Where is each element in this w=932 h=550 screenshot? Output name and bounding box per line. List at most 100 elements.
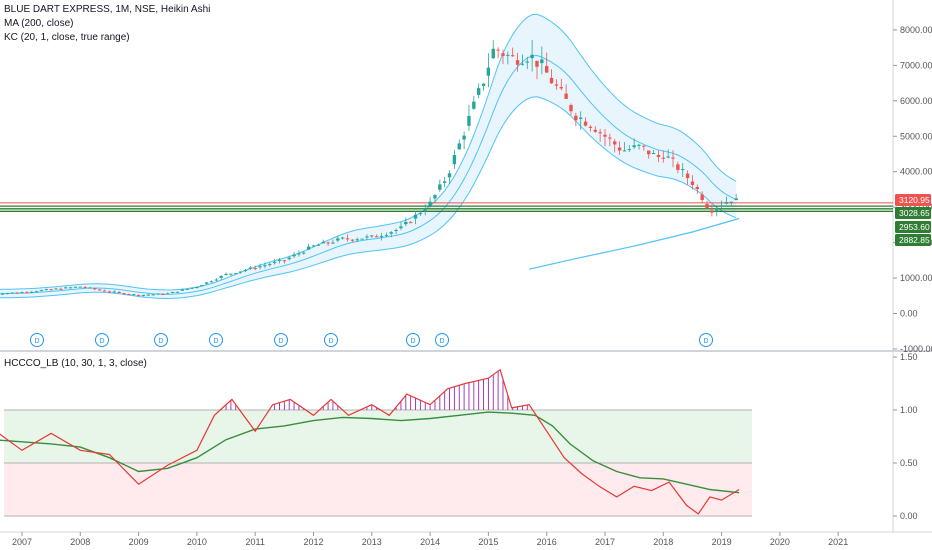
candle-body: [321, 241, 325, 244]
ma-200: [529, 217, 740, 270]
dividend-label: D: [158, 338, 163, 345]
overbought-zone: [4, 410, 752, 463]
candle-body: [258, 266, 262, 268]
candle-body: [671, 157, 675, 159]
candle-body: [574, 115, 578, 121]
price-badge: [895, 221, 931, 233]
keltner-channel: [0, 13, 737, 300]
candle-body: [695, 186, 700, 190]
fast-line: [0, 368, 740, 515]
candle-body: [579, 117, 583, 119]
indicator-legend[interactable]: HCCCO_LB (10, 30, 1, 3, close): [4, 358, 147, 369]
price-pane[interactable]: [0, 0, 893, 350]
symbol-legend[interactable]: BLUE DART EXPRESS, 1M, NSE, Heikin Ashi: [4, 4, 211, 15]
candle-body: [520, 63, 525, 65]
candle-body: [306, 246, 311, 250]
candle-body: [302, 252, 306, 254]
candle-body: [132, 294, 136, 296]
candle-body: [214, 279, 219, 281]
candle-body: [467, 115, 471, 126]
candle-body: [627, 149, 631, 151]
candle-body: [229, 273, 233, 275]
dividend-label: D: [328, 338, 333, 345]
candle-body: [724, 202, 729, 204]
candle-body: [200, 285, 204, 287]
candle-body: [185, 288, 189, 290]
price-tick-label: -1000.00: [900, 344, 932, 354]
candle-body: [78, 286, 82, 288]
indicator-tick-label: 0.00: [900, 511, 918, 521]
hcccol-histogram: [220, 371, 533, 410]
kc-legend[interactable]: KC (20, 1, close, true range): [4, 32, 130, 43]
time-axis[interactable]: 2007 2008 2009 2010 2011 2012 2013 2014 2015 2016…: [12, 532, 848, 547]
ma-200-line: [529, 217, 740, 270]
candle-body: [554, 84, 559, 86]
candle-body: [676, 164, 680, 170]
dividend-marker: [406, 333, 420, 347]
candle-body: [122, 293, 126, 295]
candle-body: [355, 239, 359, 241]
dividend-marker: [154, 333, 168, 347]
price-axis[interactable]: 8000.007000.006000.005000.004000.003000.…: [893, 25, 932, 354]
candle-body: [715, 208, 719, 211]
candle-body: [272, 261, 277, 263]
candle-body: [282, 260, 287, 262]
time-tick-label: 2016: [537, 537, 557, 547]
candle-body: [515, 60, 520, 65]
candle-body: [564, 93, 568, 99]
candle-body: [25, 292, 29, 294]
indicator-tick-label: 0.50: [900, 458, 918, 468]
heikin-ashi-candles: [0, 39, 738, 297]
hcccol-lines: [0, 368, 740, 515]
candle-body: [73, 286, 78, 288]
price-badge-label: 3028.65: [899, 208, 930, 218]
candle-body: [297, 253, 301, 255]
time-tick-label: 2018: [653, 537, 673, 547]
candle-body: [710, 210, 714, 213]
price-tick-label: 7000.00: [900, 60, 932, 70]
price-tick-label: 5000.00: [900, 131, 932, 141]
time-tick-label: 2007: [12, 537, 32, 547]
candle-body: [15, 292, 19, 294]
candle-body: [666, 156, 670, 158]
dividend-marker: [95, 333, 109, 347]
time-tick-label: 2015: [478, 537, 498, 547]
candle-body: [569, 105, 573, 112]
candle-body: [608, 137, 612, 139]
candle-body: [452, 155, 457, 165]
candle-body: [462, 135, 466, 140]
candle-body: [685, 173, 690, 179]
dividend-label: D: [439, 338, 444, 345]
time-tick-label: 2008: [70, 537, 90, 547]
candle-body: [20, 292, 24, 294]
candle-body: [481, 83, 486, 86]
candle-body: [501, 53, 505, 56]
price-tick-label: 4000.00: [900, 167, 932, 177]
indicator-axis[interactable]: 1.50 1.00 0.50 0.00: [893, 352, 918, 521]
candle-body: [374, 236, 379, 238]
candle-body: [486, 67, 491, 76]
candle-body: [268, 264, 272, 266]
candle-body: [384, 235, 389, 237]
candle-body: [311, 245, 316, 247]
time-tick-label: 2019: [712, 537, 732, 547]
candle-body: [340, 237, 345, 239]
candle-body: [705, 203, 709, 209]
candle-body: [408, 222, 413, 224]
candle-body: [656, 154, 661, 157]
candle-body: [127, 294, 131, 296]
candle-body: [413, 214, 418, 219]
candle-body: [190, 287, 194, 289]
keltner-lower: [0, 96, 737, 300]
candle-body: [651, 153, 656, 155]
candle-body: [447, 173, 452, 178]
dividend-label: D: [34, 338, 39, 345]
candle-body: [224, 273, 228, 275]
candle-body: [234, 273, 238, 275]
keltner-basis: [0, 54, 737, 295]
candle-body: [68, 287, 73, 289]
ma-legend[interactable]: MA (200, close): [4, 18, 74, 29]
keltner-fill: [0, 14, 737, 299]
